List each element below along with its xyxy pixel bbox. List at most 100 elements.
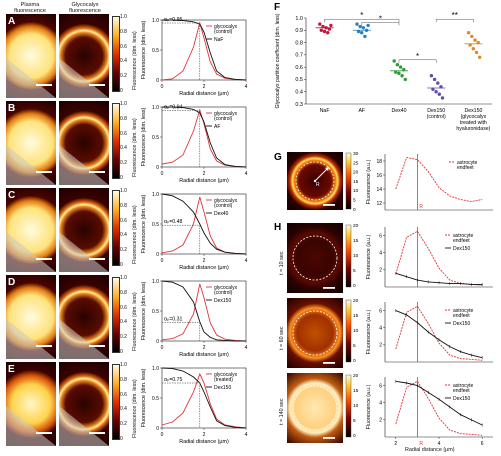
vessel-outline (292, 385, 338, 431)
data-point (355, 22, 359, 26)
panel-H-chart-1: 20 15 10 5 0 Fluorescence (a.u.) 6 4 2 astrocytee… (345, 223, 493, 289)
legend-label-tracer: NaF (214, 37, 223, 43)
series-line-endfeet (395, 156, 483, 203)
colorbar-tick: 5 (353, 268, 356, 274)
colorbar-tick: 1.0 (120, 14, 127, 20)
category-label: hyaluronidase) (456, 126, 490, 132)
colorbar (112, 103, 120, 179)
colorbar-tick: 20 (353, 170, 359, 176)
colorbar-tick: 0.4 (120, 145, 127, 152)
colorbar-tick: 0.8 (120, 376, 127, 383)
significance-mark: * (360, 11, 363, 20)
data-point (322, 29, 327, 34)
y-axis-label: Fluorescence (a.u.) (366, 384, 372, 429)
x-tick-label: 0 (161, 432, 164, 438)
panel-H-chart-3: 20 15 10 5 0 Fluorescence (a.u.) 6 4 2 astrocytee… (345, 373, 493, 447)
colorbar-tick: 0.4 (120, 319, 127, 326)
data-point (363, 34, 367, 39)
panel-H-image-2 (287, 298, 343, 368)
x-tick-label: 6 (481, 441, 484, 447)
colorbar-tick: 10 (353, 328, 359, 334)
colorbar-tick: 0.2 (120, 334, 127, 341)
colorbar-tick: 15 (353, 238, 359, 244)
profile-chart-a: 1.0 0.5 00 2 4 Radial distance (μm) Fluorescen… (141, 17, 248, 97)
colorbar-tick: 0.6 (120, 304, 127, 311)
panel-H-overlay (292, 385, 338, 439)
colorbar-tick: 0 (120, 262, 123, 268)
colorbar-tick: 5 (353, 198, 356, 204)
glycocalyx-image-d (59, 275, 109, 359)
x-tick-label: 4 (245, 84, 248, 90)
colorbar-tick: 20 (353, 298, 359, 304)
y-tick-label: 1.0 (152, 18, 159, 24)
colorbar-tick: 0.2 (120, 160, 127, 167)
y-tick-label: 1.0 (152, 366, 159, 372)
colorbar-tick: 5 (353, 343, 356, 349)
data-point (329, 23, 333, 28)
category-label: AF (358, 108, 365, 114)
radius-marker-label: R (419, 441, 423, 447)
y-axis-label: Fluorescence (dim. less) (141, 194, 147, 253)
data-point (473, 38, 477, 42)
x-tick-label: 2 (203, 84, 206, 90)
x-tick-label: 4 (245, 171, 248, 177)
x-axis-label: Radial distance (μm) (179, 178, 229, 184)
data-point (392, 59, 396, 63)
data-point (326, 31, 330, 35)
y-tick-label: 0 (156, 339, 159, 345)
y-axis-label: Glycocalyx partition coefficient (dim. l… (275, 13, 281, 108)
legend-label-sub: (control) (214, 116, 233, 122)
panel-letter-H: H (274, 222, 282, 233)
colorbar-tick: 25 (353, 160, 359, 166)
panel-letter-E: E (8, 364, 15, 375)
colorbar-tick: 0.8 (120, 115, 127, 122)
colorbar-tick: 0.6 (120, 217, 127, 224)
series-line-glycocalyx (161, 196, 247, 255)
colorbar-tick: 0 (353, 207, 356, 213)
data-point (466, 31, 471, 35)
data-point (431, 87, 435, 92)
data-point (474, 50, 479, 55)
y-tick-label: 2 (379, 418, 382, 424)
colorbar-tick: 0.2 (120, 73, 127, 80)
alpha-value: αₚ=0.94 (164, 105, 182, 111)
y-tick-label: 1.0 (295, 16, 303, 22)
y-tick-label: 0 (156, 426, 159, 432)
y-tick-label: 0 (156, 165, 159, 171)
y-tick-label: 0 (156, 78, 159, 84)
legend-label-dex150: Dex150 (453, 321, 470, 327)
significance-bracket (435, 18, 474, 23)
colorbar-tick: 1.0 (120, 275, 127, 281)
colorbar (345, 374, 352, 438)
colorbar (345, 152, 352, 210)
legend-label-dex150: Dex150 (453, 396, 470, 402)
alpha-value: αₚ=0.75 (164, 377, 182, 383)
colorbar-tick: 0 (353, 358, 356, 364)
legend-label-tracer: AF (214, 124, 220, 130)
scale-bar (36, 345, 52, 347)
data-point (360, 31, 364, 35)
category-label: Dex40 (392, 108, 407, 114)
legend-label-tracer: Dex150 (214, 298, 231, 304)
data-point (395, 63, 400, 67)
panel-letter-G: G (274, 152, 282, 163)
scale-bar (323, 204, 335, 206)
series-line-glycocalyx (161, 372, 247, 429)
category-label: (control) (427, 114, 446, 120)
x-tick-label: 0 (161, 84, 164, 90)
colorbar (112, 364, 120, 440)
scale-bar (36, 171, 52, 173)
y-tick-label: 0.5 (152, 309, 159, 315)
y-tick-label: 0.5 (152, 222, 159, 228)
panel-H-overlay (292, 310, 338, 364)
overlay-triangle (6, 232, 56, 272)
category-label: (glycocalyx (461, 114, 487, 120)
scale-bar (36, 432, 52, 434)
x-tick-label: 2 (203, 432, 206, 438)
y-tick-label: 6 (379, 233, 382, 239)
arrow-head (325, 167, 329, 171)
scale-bar (89, 171, 105, 173)
colorbar-tick: 0.4 (120, 232, 127, 239)
colorbar-tick: 1.0 (120, 362, 127, 368)
y-tick-label: 0.5 (295, 77, 303, 83)
